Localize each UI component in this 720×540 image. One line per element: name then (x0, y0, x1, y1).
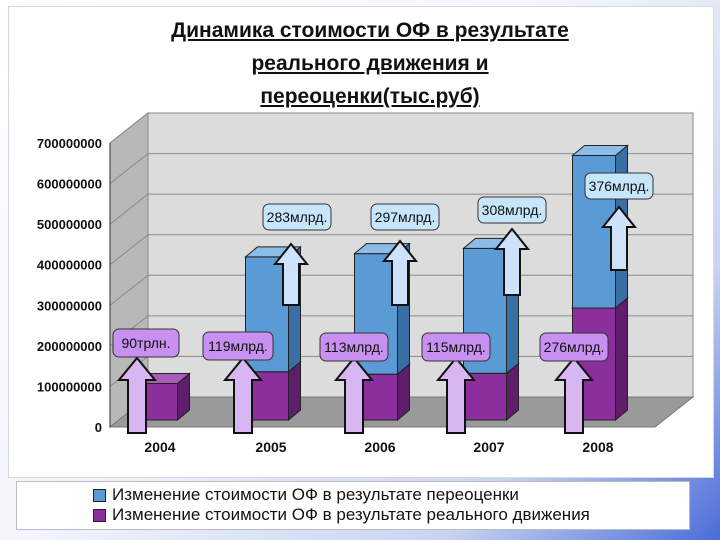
callout-real-movement-box (112, 328, 180, 358)
callout-real-movement-box (539, 332, 609, 362)
callout-real-movement-box (319, 332, 389, 362)
bar-revaluation-top (571, 144, 629, 156)
up-arrow-revaluation (272, 242, 310, 306)
x-tick-label: 2008 (582, 439, 613, 455)
callout-revaluation-box (584, 172, 654, 200)
callout-real-movement: 119млрд. (208, 338, 268, 354)
y-tick-label: 100000000 (37, 379, 102, 394)
callout-revaluation: 308млрд. (482, 202, 543, 218)
y-tick-label: 500000000 (37, 217, 102, 232)
gridline (109, 193, 693, 225)
bar-real-movement (463, 372, 507, 421)
x-tick-label: 2004 (144, 439, 175, 455)
callout-real-movement-box (421, 332, 491, 362)
y-tick-label: 300000000 (37, 298, 102, 313)
callout-real-movement-box (202, 331, 274, 361)
up-arrow-real (222, 356, 264, 434)
legend-item-revaluation: Изменение стоимости ОФ в результате пере… (93, 485, 519, 505)
y-tick-label: 400000000 (37, 258, 102, 273)
callout-real-movement: 90трлн. (121, 335, 170, 351)
callout-revaluation-box (262, 203, 332, 231)
x-tick-label: 2006 (364, 439, 395, 455)
y-tick-label: 700000000 (37, 136, 102, 151)
callout-real-movement: 276млрд. (544, 339, 605, 355)
bar-real-movement-side (615, 296, 628, 422)
blue-square-icon (93, 488, 106, 502)
chart-title: Динамика стоимости ОФ в результате реаль… (171, 19, 569, 108)
legend-label-revaluation: Изменение стоимости ОФ в результате пере… (112, 485, 519, 504)
y-tick-label: 0 (95, 420, 102, 435)
up-arrow-real (435, 356, 477, 434)
up-arrow-real (116, 356, 158, 434)
purple-square-icon (93, 508, 106, 522)
callout-real-movement: 113млрд. (324, 339, 384, 355)
up-arrow-revaluation (600, 205, 638, 271)
gridline (109, 112, 693, 144)
up-arrow-real (333, 356, 375, 434)
x-tick-label: 2007 (473, 439, 504, 455)
y-tick-label: 600000000 (37, 177, 102, 192)
legend: Изменение стоимости ОФ в результате пере… (16, 481, 690, 530)
y-tick-label: 200000000 (37, 339, 102, 354)
callout-revaluation: 283млрд. (267, 209, 328, 225)
up-arrow-revaluation (381, 239, 419, 306)
callout-revaluation: 376млрд. (589, 178, 650, 194)
callout-revaluation-box (370, 203, 440, 231)
callout-revaluation: 297млрд. (375, 209, 436, 225)
up-arrow-real (553, 356, 595, 434)
callout-real-movement: 115млрд. (426, 339, 486, 355)
legend-label-real-movement: Изменение стоимости ОФ в результате реал… (112, 505, 590, 524)
x-tick-label: 2005 (255, 439, 286, 455)
legend-item-real-movement: Изменение стоимости ОФ в результате реал… (93, 505, 590, 525)
gridline (109, 153, 693, 184)
callout-revaluation-box (477, 196, 547, 224)
up-arrow-revaluation (493, 227, 531, 296)
